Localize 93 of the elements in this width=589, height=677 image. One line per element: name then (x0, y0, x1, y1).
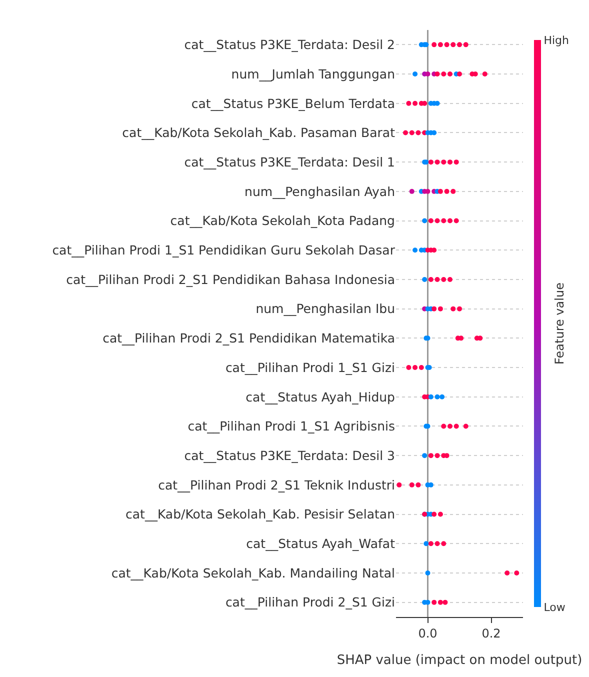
color-bar-label: Low (544, 600, 566, 614)
point (438, 306, 443, 312)
point (454, 160, 459, 165)
point (438, 512, 443, 517)
point (418, 365, 424, 370)
point (432, 600, 437, 605)
point (422, 218, 428, 224)
point (482, 72, 488, 77)
x-axis-title: SHAP value (impact on model output) (336, 653, 582, 668)
point (425, 72, 430, 77)
point (444, 188, 450, 194)
point (441, 72, 446, 77)
point (504, 570, 510, 576)
y-tick-label: cat__Pilihan Prodi 2_S1 Teknik Industri (158, 477, 395, 492)
x-tick-label: 0.0 (418, 626, 438, 640)
color-bar-title: Feature value (552, 282, 566, 364)
point (447, 72, 452, 77)
y-tick-label: cat__Status Ayah_Wafat (246, 536, 396, 552)
y-tick-label: cat__Pilihan Prodi 1_S1 Agribisnis (188, 418, 395, 434)
point (434, 453, 440, 458)
point (450, 188, 456, 194)
point (454, 218, 459, 224)
point (463, 42, 468, 48)
point (428, 276, 434, 282)
y-tick-label: cat__Pilihan Prodi 2_S1 Pendidikan Bahasa Indonesia (66, 272, 395, 287)
point (416, 130, 421, 136)
y-tick-label: cat__Pilihan Prodi 1_S1 Gizi (225, 360, 395, 375)
y-tick-label: cat__Kab/Kota Sekolah_Kota Padang (170, 213, 395, 228)
point (438, 600, 443, 605)
point (416, 482, 421, 488)
y-tick-label: num__Penghasilan Ayah (244, 184, 395, 199)
point (422, 453, 428, 458)
point (514, 570, 520, 576)
point (447, 218, 452, 224)
point (441, 218, 446, 224)
point (450, 306, 456, 312)
point (434, 218, 440, 224)
point (444, 42, 450, 48)
point (432, 248, 437, 253)
point (428, 160, 434, 165)
point (457, 306, 462, 312)
y-tick-label: num__Penghasilan Ibu (256, 301, 395, 316)
point (454, 424, 459, 429)
point (434, 160, 440, 165)
point (441, 541, 446, 546)
point (412, 72, 418, 77)
y-tick-label: cat__Status P3KE_Terdata: Desil 2 (184, 37, 395, 52)
color-bar-label: High (544, 34, 570, 47)
y-tick-label: cat__Kab/Kota Sekolah_Kab. Mandailing Natal (111, 565, 395, 580)
point (428, 541, 434, 546)
y-tick-label: cat__Kab/Kota Sekolah_Kab. Pesisir Selatan (126, 506, 395, 522)
point (434, 276, 440, 282)
point (457, 72, 462, 77)
point (450, 42, 456, 48)
point (428, 453, 434, 458)
y-tick-label: cat__Status P3KE_Belum Terdata (191, 96, 395, 111)
point (432, 42, 437, 48)
point (432, 512, 437, 517)
point (434, 541, 440, 546)
point (441, 160, 446, 165)
y-tick-label: num__Jumlah Tanggungan (231, 66, 395, 82)
point (434, 72, 440, 77)
point (424, 541, 429, 546)
y-tick-label: cat__Pilihan Prodi 2_S1 Gizi (225, 594, 395, 610)
point (447, 424, 452, 429)
y-tick-label: cat__Pilihan Prodi 1_S1 Pendidikan Guru Sekolah Dasar (52, 242, 396, 258)
point (457, 42, 462, 48)
point (447, 276, 452, 282)
y-tick-label: cat__Status P3KE_Terdata: Desil 1 (184, 154, 395, 170)
point (412, 248, 418, 253)
point (412, 365, 418, 370)
point (438, 188, 443, 194)
point (409, 188, 414, 194)
y-tick-label: cat__Status P3KE_Terdata: Desil 3 (184, 448, 395, 463)
point (432, 306, 437, 312)
point (425, 570, 430, 576)
point (458, 336, 464, 341)
point (441, 276, 446, 282)
point (441, 424, 446, 429)
point (412, 100, 418, 106)
point (463, 424, 468, 429)
point (438, 42, 443, 48)
y-tick-label: cat__Kab/Kota Sekolah_Kab. Pasaman Barat (122, 125, 396, 140)
point (422, 276, 428, 282)
y-tick-label: cat__Status Ayah_Hidup (246, 389, 396, 404)
point (428, 218, 434, 224)
point (409, 130, 414, 136)
point (409, 482, 414, 488)
point (442, 600, 448, 605)
point (425, 188, 430, 194)
x-tick-label: 0.2 (482, 626, 501, 640)
y-tick-label: cat__Pilihan Prodi 2_S1 Pendidikan Matematika (102, 330, 395, 346)
point (447, 160, 452, 165)
